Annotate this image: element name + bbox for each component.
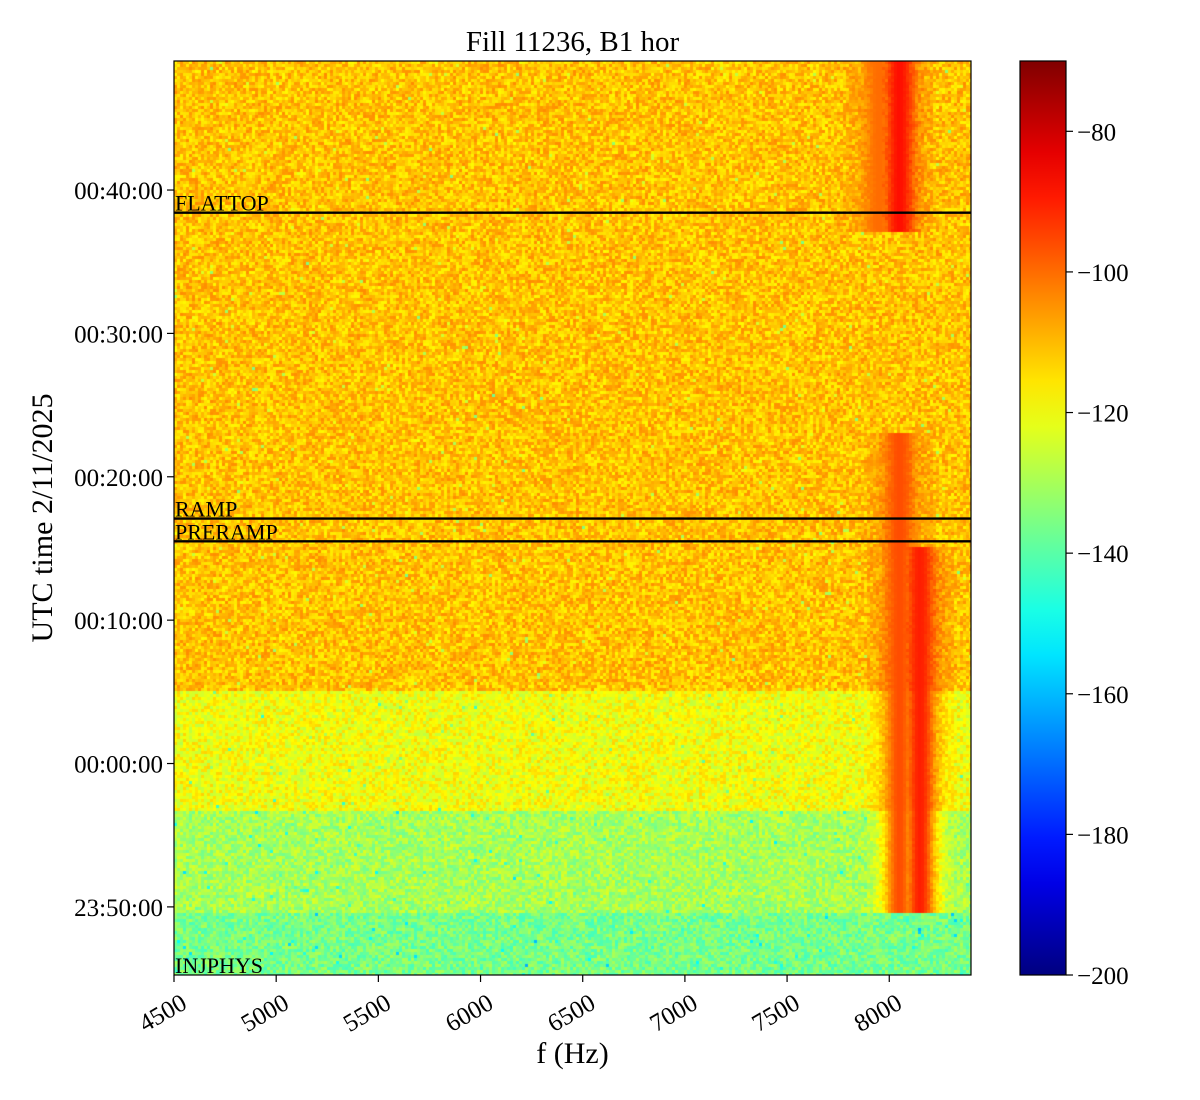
colorbar-tick-label: −160 <box>1077 682 1129 709</box>
phase-label-preramp: PRERAMP <box>175 519 278 544</box>
phase-label-ramp: RAMP <box>175 497 237 522</box>
x-tick-label: 6500 <box>543 989 600 1037</box>
colorbar-tick-label: −140 <box>1077 541 1129 568</box>
colorbar-tick-label: −120 <box>1077 401 1129 428</box>
colorbar-tick-label: −80 <box>1077 119 1116 146</box>
colorbar: −80 −100 −120 −140 −160 −180 −200 <box>1019 60 1129 990</box>
phase-label-injphys: INJPHYS <box>175 953 263 978</box>
colorbar-gradient <box>1019 60 1067 976</box>
x-axis: 4500 5000 5500 6000 6500 7000 7500 8000 <box>135 975 907 1038</box>
colorbar-tick-label: −180 <box>1077 822 1129 849</box>
x-tick-label: 4500 <box>135 989 192 1037</box>
y-tick-label: 00:10:00 <box>74 608 163 635</box>
y-axis-label: UTC time 2/11/2025 <box>26 394 59 643</box>
y-tick-label: 00:20:00 <box>74 465 163 492</box>
x-tick-label: 5500 <box>339 989 396 1037</box>
y-tick-label: 00:00:00 <box>74 752 163 779</box>
x-tick-label: 6000 <box>441 989 498 1037</box>
x-tick-label: 5000 <box>237 989 294 1037</box>
x-axis-label: f (Hz) <box>536 1037 608 1070</box>
colorbar-tick-label: −100 <box>1077 260 1129 287</box>
colorbar-tick-label: −200 <box>1077 963 1129 990</box>
y-tick-label: 23:50:00 <box>74 895 163 922</box>
y-tick-label: 00:40:00 <box>74 178 163 205</box>
x-tick-label: 7000 <box>645 989 702 1037</box>
phase-label-flattop: FLATTOP <box>175 191 269 216</box>
chart-title: Fill 11236, B1 hor <box>466 26 680 58</box>
x-tick-label: 7500 <box>748 989 805 1037</box>
y-axis: 23:50:00 00:00:00 00:10:00 00:20:00 00:30:00… <box>74 178 174 922</box>
y-tick-label: 00:30:00 <box>74 321 163 348</box>
x-tick-label: 8000 <box>850 989 907 1037</box>
